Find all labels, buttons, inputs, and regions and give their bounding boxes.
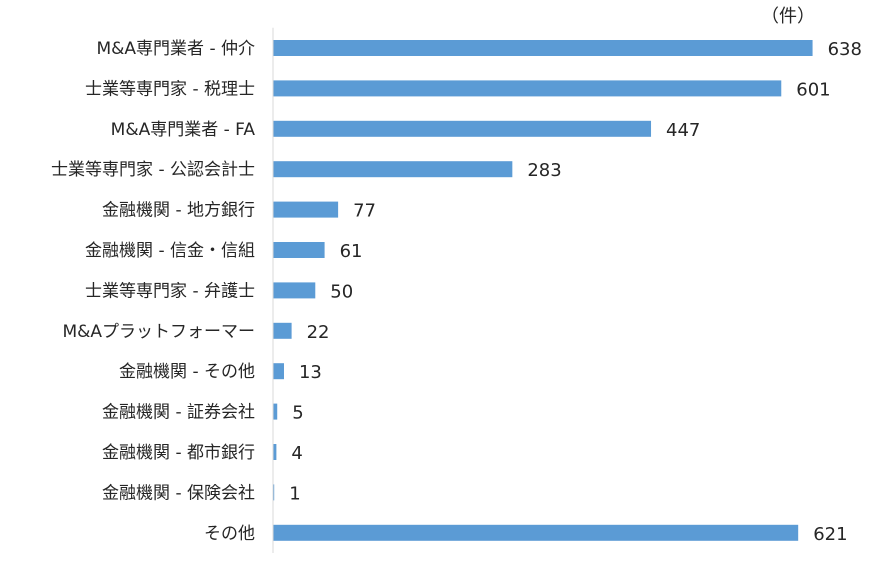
category-label-6: 士業等専門家 - 弁護士: [85, 281, 255, 301]
bar-11: [273, 484, 275, 501]
bar-2: [273, 120, 652, 137]
bar-12: [273, 524, 799, 541]
bar-9: [273, 403, 278, 420]
value-label-12: 621: [813, 524, 847, 545]
bar-0: [273, 40, 813, 56]
category-label-12: その他: [204, 524, 255, 544]
value-label-11: 1: [289, 483, 300, 504]
value-label-9: 5: [292, 403, 303, 424]
bar-6: [273, 282, 316, 299]
category-label-1: 士業等専門家 - 税理士: [85, 79, 255, 99]
value-label-0: 638: [828, 39, 862, 60]
category-label-11: 金融機関 - 保険会社: [102, 483, 255, 503]
bar-3: [273, 161, 513, 178]
bar-4: [273, 201, 339, 218]
category-label-5: 金融機関 - 信金・信組: [85, 241, 255, 261]
category-label-2: M&A専門業者 - FA: [111, 120, 256, 140]
bar-1: [273, 80, 782, 97]
category-label-4: 金融機関 - 地方銀行: [102, 201, 255, 221]
category-label-10: 金融機関 - 都市銀行: [102, 443, 255, 463]
category-label-0: M&A専門業者 - 仲介: [97, 39, 256, 59]
category-label-8: 金融機関 - その他: [119, 362, 255, 382]
value-label-4: 77: [353, 201, 376, 222]
value-label-8: 13: [299, 362, 322, 383]
category-label-3: 士業等専門家 - 公認会計士: [51, 160, 255, 180]
category-label-9: 金融機関 - 証券会社: [102, 403, 255, 423]
bar-8: [273, 363, 284, 380]
value-label-10: 4: [291, 443, 302, 464]
value-label-7: 22: [307, 322, 330, 343]
category-label-7: M&Aプラットフォーマー: [62, 322, 255, 342]
value-label-6: 50: [330, 281, 353, 302]
bars-group: [273, 40, 813, 541]
value-label-2: 447: [666, 120, 700, 141]
unit-label: （件）: [761, 6, 815, 27]
value-label-1: 601: [796, 79, 830, 100]
value-label-5: 61: [340, 241, 363, 262]
bar-5: [273, 242, 325, 258]
value-label-3: 283: [527, 160, 561, 181]
bar-7: [273, 322, 292, 339]
bar-10: [273, 444, 277, 460]
